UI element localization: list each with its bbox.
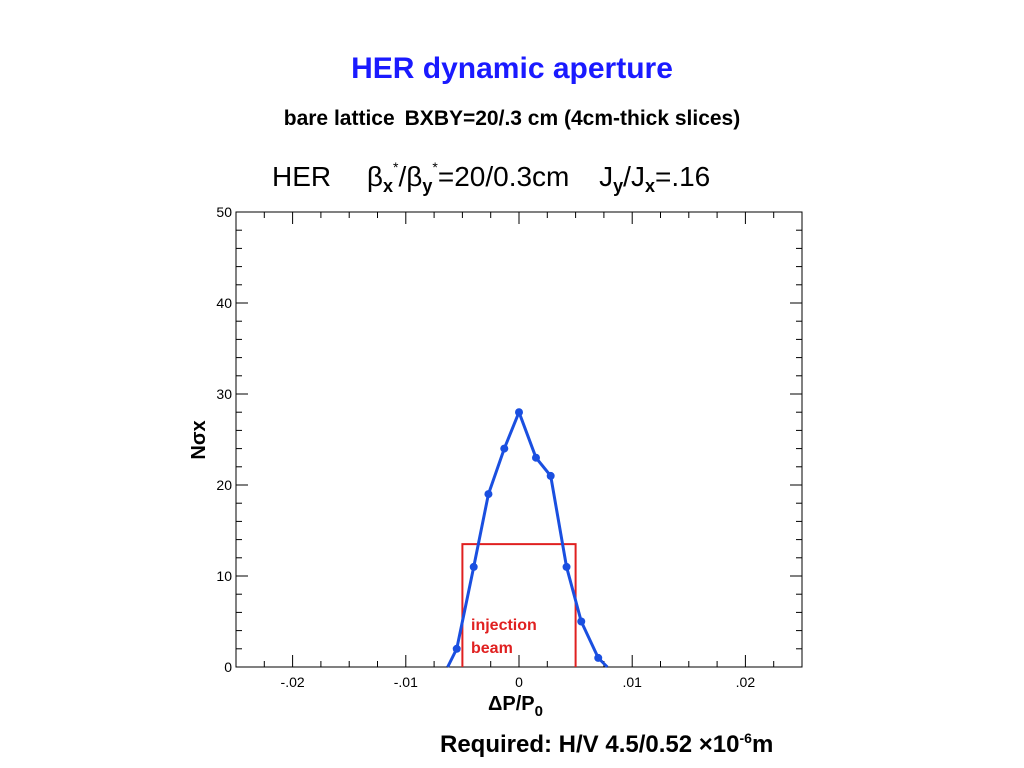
data-point: [577, 617, 586, 626]
plot-header-beta-x: β: [367, 161, 383, 192]
data-point: [562, 562, 571, 571]
y-tick-label: 10: [216, 568, 232, 584]
required-aperture-note: Required: H/V 4.5/0.52 ×10-6m: [440, 730, 774, 758]
x-tick-label: .01: [622, 674, 642, 690]
data-point: [484, 490, 493, 499]
plot-frame: [235, 211, 803, 668]
y-tick-label: 50: [216, 204, 232, 220]
series-line: [446, 408, 609, 669]
data-point: [452, 644, 461, 653]
data-point: [515, 408, 523, 417]
data-point: [500, 444, 509, 453]
y-tick-label: 30: [216, 386, 232, 402]
data-point: [594, 653, 603, 662]
plot-header-beta-value: =20/0.3cm: [438, 161, 570, 192]
injection-label-line-2: beam: [471, 640, 513, 657]
subtitle-part-1: bare lattice: [283, 107, 395, 130]
x-tick-label: 0: [515, 674, 523, 690]
plot-header-beta-y: β: [406, 161, 422, 192]
data-point: [546, 471, 555, 480]
y-tick-label: 40: [216, 295, 232, 311]
axis-tick-labels: -.02 -.01 0 .01 .02 0 10 20 30 40 50: [216, 204, 755, 690]
slide-subtitle: bare lattice BXBY=20/.3 cm (4cm-thick sli…: [0, 107, 1024, 131]
data-point: [469, 562, 478, 571]
x-tick-label: -.01: [394, 674, 418, 690]
x-tick-label: .02: [736, 674, 756, 690]
y-tick-label: 20: [216, 477, 232, 493]
data-point: [531, 453, 540, 462]
x-tick-label: -.02: [281, 674, 305, 690]
subtitle-part-2: BXBY=20/.3 cm (4cm-thick slices): [404, 107, 741, 130]
plot-header-ring: HER: [272, 161, 331, 192]
plot-header-J: J: [599, 161, 613, 192]
y-axis-label: Nσx: [188, 420, 210, 459]
axis-ticks: [235, 211, 803, 668]
y-tick-label: 0: [224, 659, 232, 675]
slide-title: HER dynamic aperture: [351, 52, 673, 85]
x-axis-label: ΔP/P0: [488, 693, 543, 720]
plot-header-J-value: =.16: [655, 161, 710, 192]
injection-label-line-1: injection: [471, 617, 537, 634]
plot-header: HER βx*/βy*=20/0.3cm Jy/Jx=.16: [272, 159, 710, 196]
aperture-series: [446, 408, 609, 669]
